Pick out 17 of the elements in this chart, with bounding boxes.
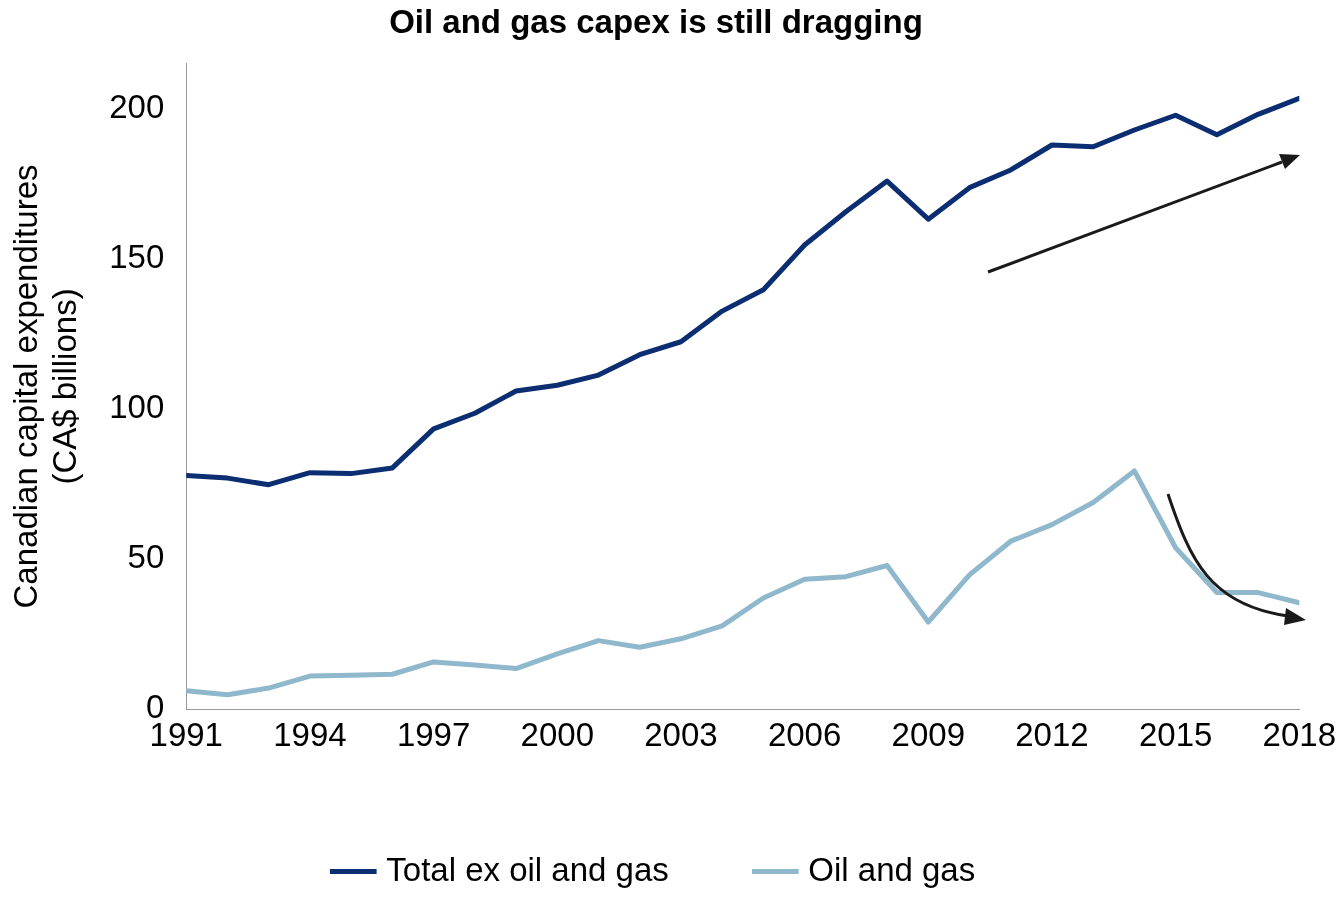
x-tick-label: 1997: [396, 716, 471, 754]
y-tick-label: 150: [109, 237, 165, 275]
x-tick-label: 2015: [1138, 716, 1213, 754]
legend-label: Oil and gas: [808, 850, 976, 888]
x-tick-label: 1994: [273, 716, 347, 754]
x-tick-label: 2012: [1015, 716, 1089, 754]
x-tick-label: 2003: [644, 716, 718, 754]
x-tick-label: 2009: [891, 716, 965, 754]
x-tick-label: 2006: [767, 716, 842, 754]
x-tick-label: 2018: [1262, 716, 1336, 754]
chart-title: Oil and gas capex is still dragging: [389, 2, 923, 40]
y-tick-label: 50: [127, 538, 165, 576]
y-tick-label: 100: [109, 388, 165, 426]
x-tick-label: 2000: [520, 716, 594, 754]
legend-label: Total ex oil and gas: [386, 850, 669, 888]
y-tick-label: 200: [109, 87, 165, 125]
y-axis-title: Canadian capital expenditures (CA$ billions): [6, 164, 84, 609]
